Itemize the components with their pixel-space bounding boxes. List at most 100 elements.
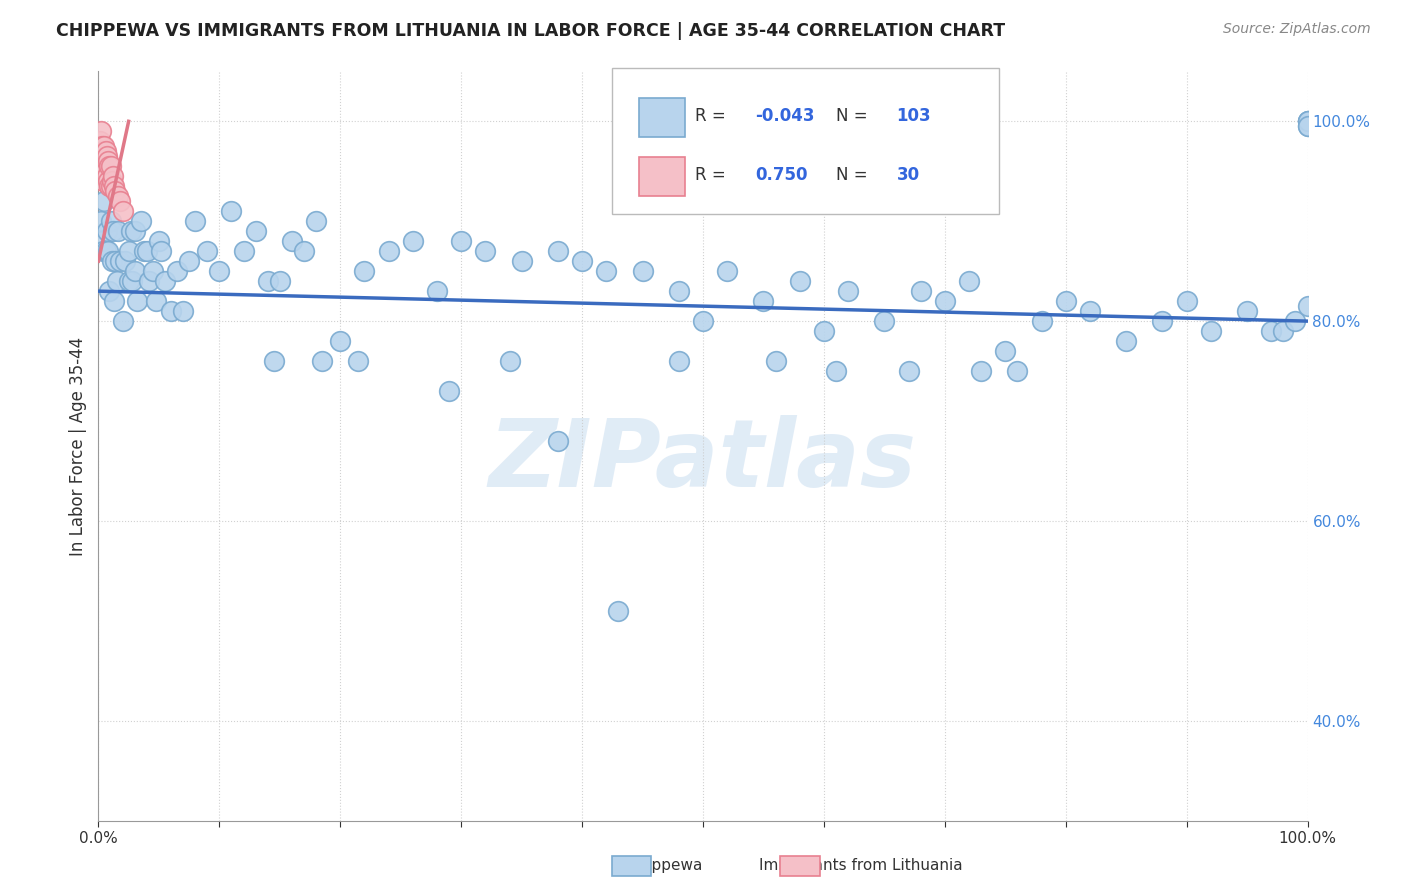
Point xyxy=(100,179,122,194)
Text: ZIPatlas: ZIPatlas xyxy=(489,415,917,507)
Point xyxy=(124,264,146,278)
Point xyxy=(1007,364,1029,378)
Point xyxy=(120,224,142,238)
Point xyxy=(94,244,117,259)
Point xyxy=(377,244,399,259)
Point xyxy=(97,154,120,169)
Point xyxy=(195,244,218,259)
Point xyxy=(114,254,136,268)
Point xyxy=(91,149,114,163)
Point xyxy=(970,364,993,378)
Text: Immigrants from Lithuania: Immigrants from Lithuania xyxy=(759,858,963,872)
Point xyxy=(716,264,738,278)
FancyBboxPatch shape xyxy=(638,98,685,137)
Point xyxy=(148,234,170,248)
Point xyxy=(1296,114,1319,128)
Point xyxy=(1054,294,1077,309)
Point xyxy=(166,264,188,278)
Point xyxy=(1078,304,1101,318)
Point xyxy=(91,169,114,184)
Point xyxy=(1296,114,1319,128)
Point xyxy=(91,174,114,188)
Point xyxy=(145,294,167,309)
Point xyxy=(129,214,152,228)
Point xyxy=(353,264,375,278)
Point xyxy=(101,169,124,184)
Point xyxy=(474,244,496,259)
Point xyxy=(91,139,114,153)
Point xyxy=(510,254,533,268)
Point xyxy=(450,234,472,248)
Point xyxy=(96,149,118,163)
Point xyxy=(101,224,124,238)
Point xyxy=(93,139,115,153)
Point xyxy=(934,294,956,309)
Point xyxy=(281,234,304,248)
Point xyxy=(1296,299,1319,313)
Point xyxy=(105,274,128,288)
Text: 0.750: 0.750 xyxy=(755,166,807,184)
FancyBboxPatch shape xyxy=(638,157,685,195)
Point xyxy=(825,364,848,378)
Point xyxy=(789,274,811,288)
Point xyxy=(111,204,134,219)
Point xyxy=(94,164,117,178)
Point xyxy=(1031,314,1053,328)
Point xyxy=(402,234,425,248)
Point xyxy=(103,294,125,309)
Point xyxy=(752,294,775,309)
Point xyxy=(124,224,146,238)
Point xyxy=(437,384,460,398)
Point xyxy=(571,254,593,268)
Text: Chippewa: Chippewa xyxy=(627,858,703,872)
Text: R =: R = xyxy=(695,107,731,125)
Text: N =: N = xyxy=(837,107,873,125)
Point xyxy=(1115,334,1137,348)
Point xyxy=(98,159,121,173)
Point xyxy=(134,244,156,259)
Point xyxy=(100,214,122,228)
Text: 30: 30 xyxy=(897,166,920,184)
Point xyxy=(107,189,129,203)
Point xyxy=(97,174,120,188)
Text: CHIPPEWA VS IMMIGRANTS FROM LITHUANIA IN LABOR FORCE | AGE 35-44 CORRELATION CHA: CHIPPEWA VS IMMIGRANTS FROM LITHUANIA IN… xyxy=(56,22,1005,40)
Point xyxy=(245,224,267,238)
Point xyxy=(90,124,112,138)
Point xyxy=(668,354,690,368)
Point xyxy=(90,164,112,178)
Point xyxy=(837,284,859,298)
Point xyxy=(142,264,165,278)
Point xyxy=(118,274,141,288)
Point xyxy=(184,214,207,228)
Point xyxy=(107,224,129,238)
Point xyxy=(150,244,173,259)
Point xyxy=(1152,314,1174,328)
Point xyxy=(91,145,114,159)
Text: -0.043: -0.043 xyxy=(755,107,814,125)
Point xyxy=(91,244,114,259)
Point xyxy=(347,354,370,368)
Point xyxy=(263,354,285,368)
Point xyxy=(221,204,243,219)
Point xyxy=(1296,120,1319,134)
Point xyxy=(256,274,278,288)
Text: Source: ZipAtlas.com: Source: ZipAtlas.com xyxy=(1223,22,1371,37)
Point xyxy=(765,354,787,368)
Point xyxy=(607,604,630,618)
Point xyxy=(118,244,141,259)
Point xyxy=(108,254,131,268)
Point xyxy=(813,324,835,338)
Point xyxy=(127,294,149,309)
Point xyxy=(292,244,315,259)
Point xyxy=(1296,120,1319,134)
Point xyxy=(138,274,160,288)
Point xyxy=(89,134,111,148)
Point xyxy=(329,334,352,348)
Point xyxy=(897,364,920,378)
Point xyxy=(631,264,654,278)
Point xyxy=(100,254,122,268)
Point xyxy=(153,274,176,288)
Point xyxy=(1199,324,1222,338)
Point xyxy=(1284,314,1306,328)
Point xyxy=(98,179,121,194)
